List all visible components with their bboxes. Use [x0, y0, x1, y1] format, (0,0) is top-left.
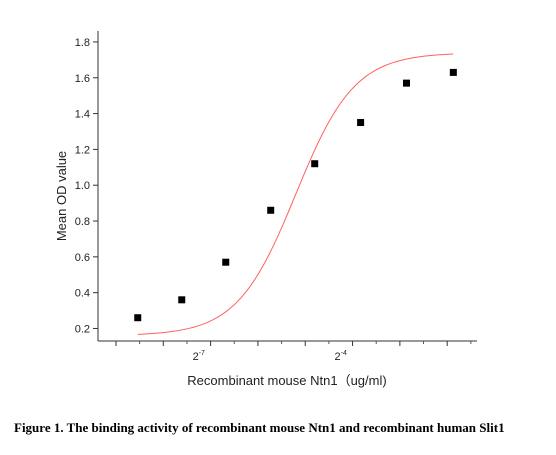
data-point	[222, 258, 230, 266]
x-tick-label: 2-4	[335, 350, 347, 363]
data-point	[134, 314, 142, 322]
data-point	[357, 119, 365, 127]
y-tick-label: 1.4	[75, 109, 90, 121]
x-ticks: 2-7 2-4	[115, 341, 472, 363]
y-tick-label: 0.2	[75, 323, 90, 335]
data-point	[267, 206, 275, 214]
data-points	[134, 68, 457, 322]
plot-area: 0.2 0.4 0.6 0.8 1.0 1.2 1.4 1.6 1.8 2-7 2-4	[75, 31, 477, 363]
y-axis-title: Mean OD value	[54, 151, 69, 241]
fit-curve	[137, 53, 454, 335]
x-axis-title: Recombinant mouse Ntn1（ug/ml)	[187, 373, 386, 388]
y-tick-label: 0.8	[75, 216, 90, 228]
data-point	[402, 79, 410, 87]
x-tick-label: 2-7	[193, 350, 205, 363]
data-point	[449, 68, 457, 76]
y-tick-label: 1.0	[75, 180, 90, 192]
y-tick-label: 1.8	[75, 37, 90, 49]
binding-chart: 0.2 0.4 0.6 0.8 1.0 1.2 1.4 1.6 1.8 2-7 2-4 Mean …	[54, 31, 477, 388]
data-point	[178, 296, 186, 304]
y-ticks: 0.2 0.4 0.6 0.8 1.0 1.2 1.4 1.6 1.8	[75, 37, 98, 335]
y-tick-label: 1.6	[75, 73, 90, 85]
y-tick-label: 0.6	[75, 252, 90, 264]
data-point	[311, 160, 319, 168]
y-tick-label: 1.2	[75, 144, 90, 156]
figure-caption: Figure 1. The binding activity of recomb…	[14, 420, 505, 435]
y-tick-label: 0.4	[75, 288, 90, 300]
